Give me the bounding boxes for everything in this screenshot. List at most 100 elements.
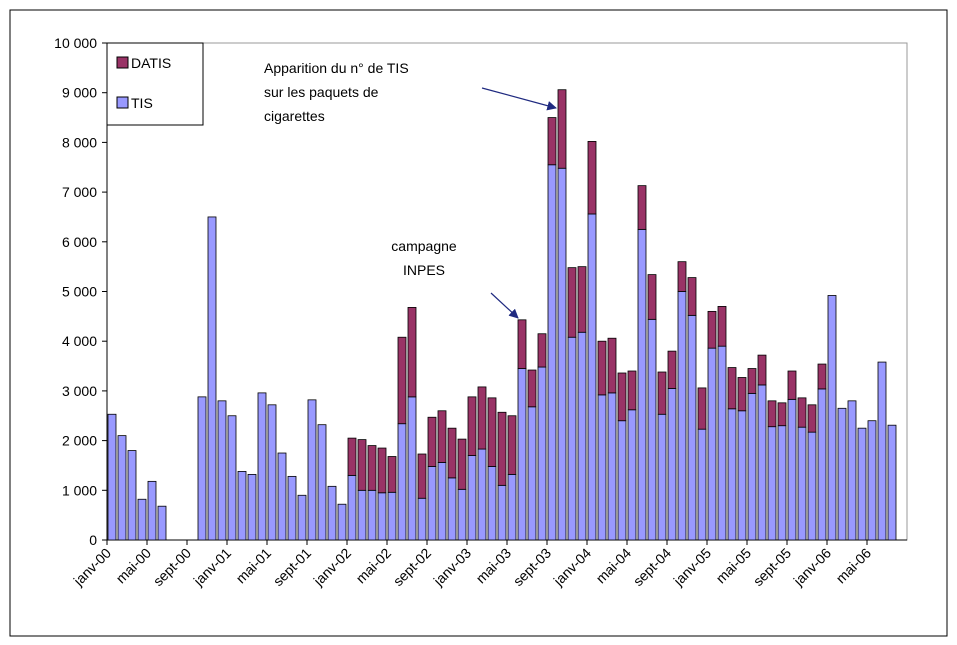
bar-segment <box>677 291 687 541</box>
bar-segment <box>447 477 457 541</box>
bar-segment <box>367 445 377 491</box>
bar-segment <box>487 466 497 541</box>
bar-segment <box>197 396 207 541</box>
bar-segment <box>147 480 157 541</box>
bar-segment <box>817 388 827 541</box>
bar-segment <box>407 396 417 541</box>
bar-segment <box>617 420 627 541</box>
bar-segment <box>577 266 587 333</box>
bar-segment <box>677 261 687 292</box>
bar-segment <box>457 488 467 541</box>
bar-segment <box>137 498 147 541</box>
bar-segment <box>537 333 547 368</box>
legend-label: TIS <box>131 95 153 111</box>
bar-segment <box>457 438 467 490</box>
bar-segment <box>777 425 787 541</box>
bar-segment <box>567 336 577 541</box>
bar-segment <box>247 473 257 541</box>
bar-segment <box>157 505 167 541</box>
bar-segment <box>737 377 747 412</box>
bar-segment <box>807 431 817 541</box>
bar-segment <box>357 489 367 541</box>
bar-segment <box>347 437 357 476</box>
bar-segment <box>777 402 787 427</box>
bar-segment <box>417 497 427 541</box>
bar-segment <box>727 367 737 410</box>
bar-segment <box>757 354 767 386</box>
bar-segment <box>487 397 497 467</box>
bar-segment <box>427 466 437 541</box>
legend-swatch <box>116 96 129 109</box>
bar-segment <box>787 370 797 400</box>
bar-segment <box>527 369 537 408</box>
bar-segment <box>507 473 517 541</box>
bar-segment <box>107 413 117 541</box>
bar-segment <box>237 471 247 541</box>
bar-segment <box>507 415 517 475</box>
bar-segment <box>407 307 417 398</box>
y-tick-label: 7 000 <box>62 184 97 200</box>
bar-segment <box>317 424 327 541</box>
bar-segment <box>887 424 897 541</box>
y-tick-label: 8 000 <box>62 134 97 150</box>
bar-segment <box>797 397 807 428</box>
bar-segment <box>387 456 397 493</box>
annotation: Apparition du n° de TIS <box>264 60 409 76</box>
bar-segment <box>587 213 597 541</box>
y-tick-label: 0 <box>89 532 97 548</box>
y-tick-label: 10 000 <box>54 35 97 51</box>
bar-segment <box>547 164 557 541</box>
y-tick-label: 4 000 <box>62 333 97 349</box>
bar-segment <box>627 409 637 541</box>
bar-segment <box>697 428 707 541</box>
bar-segment <box>657 371 667 415</box>
bar-segment <box>687 314 697 541</box>
bar-segment <box>697 387 707 430</box>
annotation: INPES <box>403 262 445 278</box>
bar-segment <box>377 447 387 494</box>
legend-label: DATIS <box>131 55 171 71</box>
annotation-arrow <box>490 292 519 319</box>
annotation: campagne <box>391 238 457 254</box>
bar-segment <box>377 492 387 541</box>
bar-segment <box>437 410 447 463</box>
bar-segment <box>527 406 537 541</box>
bar-segment <box>277 452 287 541</box>
bar-segment <box>797 426 807 541</box>
bar-segment <box>267 404 277 541</box>
bar-segment <box>427 416 437 467</box>
bar-segment <box>117 435 127 541</box>
bar-segment <box>327 485 337 541</box>
bar-segment <box>497 411 507 486</box>
bar-segment <box>817 363 827 390</box>
bar-segment <box>597 394 607 541</box>
bar-segment <box>857 427 867 541</box>
bar-segment <box>707 310 717 349</box>
bar-segment <box>517 319 527 369</box>
bar-segment <box>717 345 727 541</box>
bar-segment <box>397 336 407 425</box>
bar-segment <box>557 167 567 541</box>
bar-segment <box>687 277 697 316</box>
annotation: sur les paquets de <box>264 84 379 100</box>
bar-segment <box>587 141 597 215</box>
y-tick-label: 5 000 <box>62 284 97 300</box>
bar-segment <box>517 368 527 541</box>
bar-segment <box>257 392 267 541</box>
bar-segment <box>837 407 847 541</box>
y-tick-label: 1 000 <box>62 482 97 498</box>
bar-segment <box>747 392 757 541</box>
bar-segment <box>767 400 777 428</box>
bar-segment <box>657 413 667 541</box>
bar-segment <box>577 331 587 541</box>
bar-segment <box>757 384 767 541</box>
bar-segment <box>127 450 137 541</box>
bar-segment <box>367 489 377 541</box>
bar-segment <box>297 494 307 541</box>
bar-segment <box>667 388 677 541</box>
bar-segment <box>307 399 317 541</box>
bar-segment <box>747 368 757 394</box>
bar-segment <box>537 366 547 541</box>
